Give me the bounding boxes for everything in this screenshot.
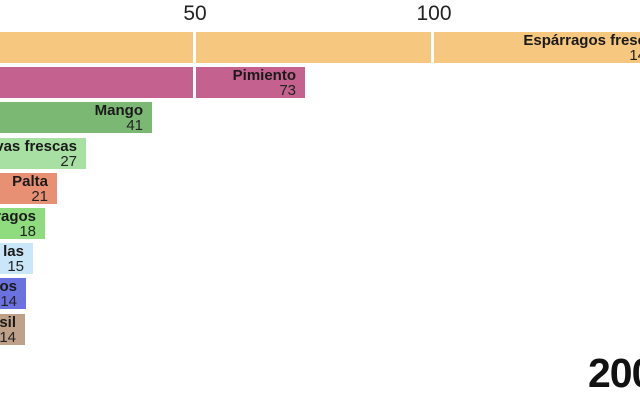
bar-row-7: las 15 — [0, 243, 640, 275]
bar-label-block: Palta 21 — [0, 173, 48, 204]
bar-fill — [0, 208, 45, 239]
bar-value: 18 — [19, 223, 36, 240]
bar-label: las — [3, 243, 24, 261]
bar-row-5: Palta 21 — [0, 172, 640, 204]
bar-label-block: os 14 — [0, 278, 17, 309]
gridline-50 — [193, 31, 196, 344]
x-axis-tick-50: 50 — [183, 2, 207, 25]
bar-value: 15 — [7, 258, 24, 276]
bar-fill — [0, 102, 152, 134]
bar-label: sil — [0, 313, 16, 331]
bar-row-1: Espárragos fresc 14 — [0, 32, 640, 63]
bar-fill — [0, 32, 640, 63]
bar-label-block: sil 14 — [0, 314, 16, 345]
bar-row-2: Pimiento 73 — [0, 67, 640, 99]
bar-label: ragos — [0, 208, 36, 225]
bar-fill — [0, 243, 33, 275]
bar-label-block: Pimiento 73 — [0, 67, 296, 98]
bar-row-9: sil 14 — [0, 313, 640, 345]
bar-fill — [0, 278, 26, 310]
bar-label-block: Mango 41 — [0, 102, 143, 133]
bar-value: 14 — [0, 293, 17, 311]
bar-fill — [0, 67, 305, 99]
bar-label: vas frescas — [0, 137, 77, 155]
year-label: 200 — [588, 350, 640, 396]
bar-value: 27 — [60, 152, 77, 170]
bar-fill — [0, 137, 86, 169]
bar-fill — [0, 313, 25, 345]
bar-row-3: Mango 41 — [0, 102, 640, 134]
bar-value: 73 — [279, 82, 296, 100]
bar-label: Palta — [12, 172, 48, 190]
bar-label-block: Espárragos fresc 14 — [326, 32, 640, 63]
bar-value: 14 — [629, 47, 640, 64]
bar-label: Pimiento — [232, 67, 296, 85]
gridline-100 — [431, 31, 434, 344]
bar-row-4: vas frescas 27 — [0, 137, 640, 169]
bar-value: 21 — [31, 187, 48, 205]
bar-value: 41 — [126, 117, 143, 135]
bar-label: os — [0, 278, 17, 296]
bar-label: Mango — [94, 102, 143, 120]
x-axis-tick-100: 100 — [416, 2, 452, 25]
bar-label-block: las 15 — [0, 243, 24, 274]
bar-value: 14 — [0, 328, 16, 346]
bar-label-block: vas frescas 27 — [0, 138, 77, 169]
bar-row-8: os 14 — [0, 278, 640, 310]
bar-label: Espárragos fresc — [523, 32, 640, 49]
bar-row-6: ragos 18 — [0, 208, 640, 239]
bar-label-block: ragos 18 — [0, 208, 36, 239]
bar-fill — [0, 172, 57, 204]
